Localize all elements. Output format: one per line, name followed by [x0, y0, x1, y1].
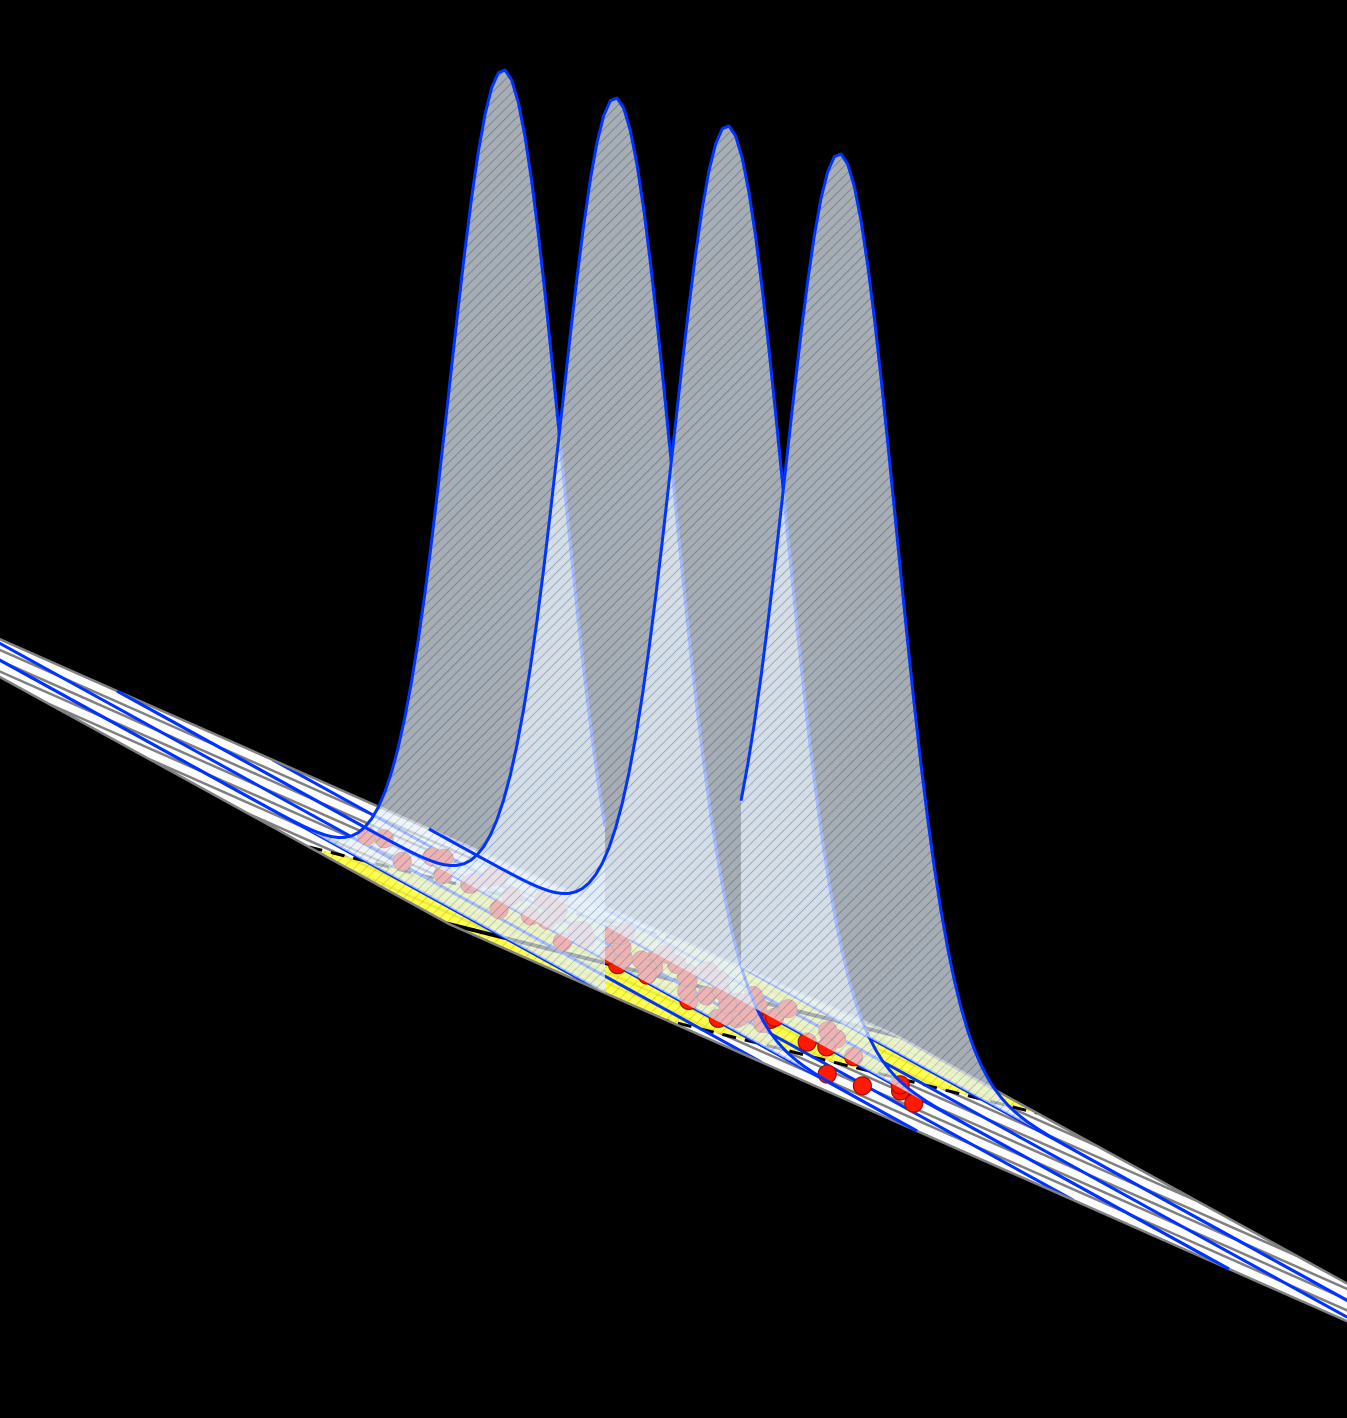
- gaussian-slice: [741, 154, 1347, 1407]
- regression-3d-chart: [0, 0, 1347, 1418]
- scatter-point: [853, 1077, 871, 1095]
